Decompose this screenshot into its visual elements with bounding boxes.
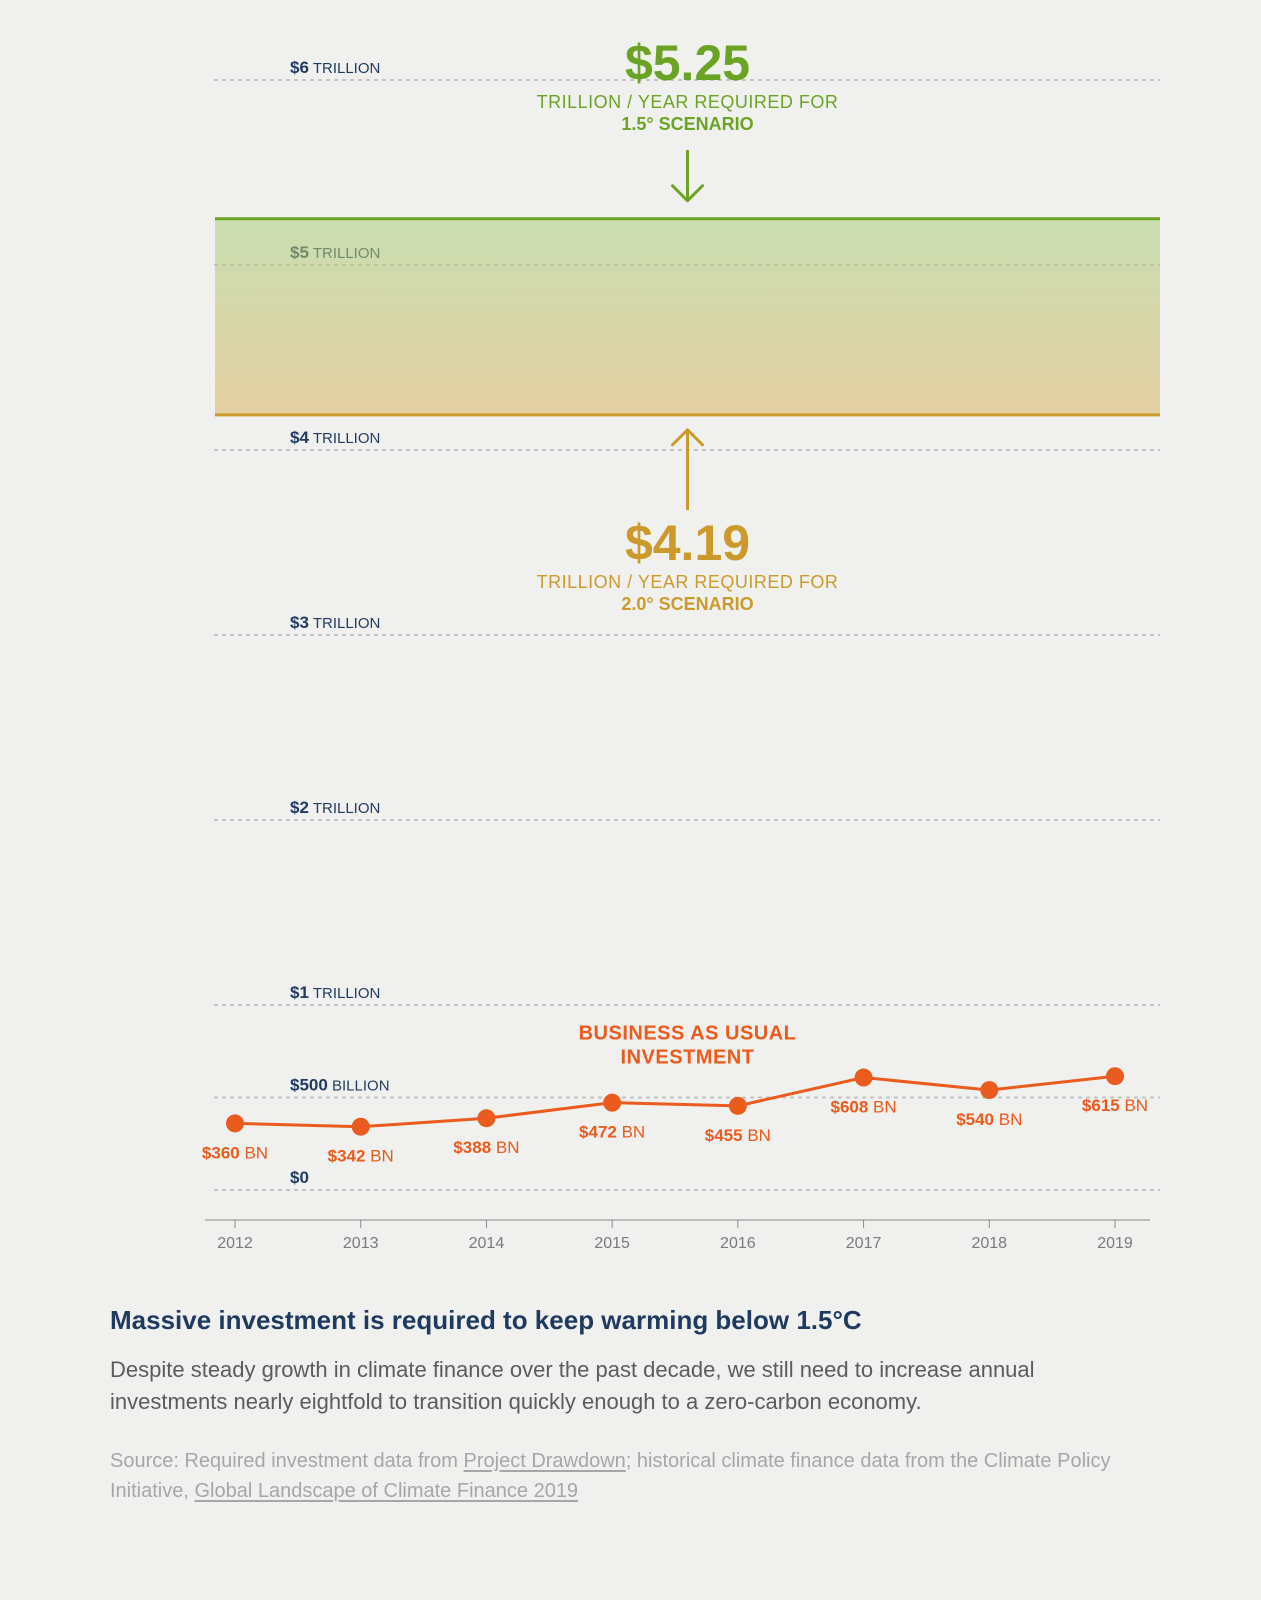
data-point-label: $615 BN <box>1082 1096 1148 1115</box>
x-tick-label: 2012 <box>217 1235 253 1252</box>
data-point-label: $540 BN <box>956 1110 1022 1129</box>
scenario-high-sub1: TRILLION / YEAR REQUIRED FOR <box>537 92 839 112</box>
caption-block: Massive investment is required to keep w… <box>100 1305 1161 1506</box>
series-title-1: BUSINESS AS USUAL <box>579 1023 797 1045</box>
data-point <box>980 1081 998 1099</box>
y-axis-label: $1 TRILLION <box>290 983 380 1002</box>
data-point <box>729 1097 747 1115</box>
source-prefix: Source: Required investment data from <box>110 1450 464 1472</box>
scenario-band <box>215 219 1160 415</box>
y-axis-label: $2 TRILLION <box>290 798 380 817</box>
data-point <box>352 1118 370 1136</box>
data-point-label: $608 BN <box>830 1098 896 1117</box>
data-point-label: $388 BN <box>453 1138 519 1157</box>
x-tick-label: 2017 <box>846 1235 882 1252</box>
scenario-high-sub2: 1.5° SCENARIO <box>621 114 753 134</box>
y-axis-label: $4 TRILLION <box>290 428 380 447</box>
climate-finance-chart: $6 TRILLION$5 TRILLION$4 TRILLION$3 TRIL… <box>100 30 1160 1260</box>
scenario-high-headline: $5.25 <box>625 35 750 91</box>
data-point <box>855 1069 873 1087</box>
data-point <box>603 1094 621 1112</box>
y-axis-label: $0 <box>290 1168 309 1187</box>
x-tick-label: 2016 <box>720 1235 756 1252</box>
chart-container: $6 TRILLION$5 TRILLION$4 TRILLION$3 TRIL… <box>100 30 1161 1260</box>
data-point-label: $455 BN <box>705 1126 771 1145</box>
source-link-2[interactable]: Global Landscape of Climate Finance 2019 <box>194 1480 578 1502</box>
data-point <box>477 1109 495 1127</box>
data-point-label: $472 BN <box>579 1123 645 1142</box>
caption-title: Massive investment is required to keep w… <box>110 1305 1151 1336</box>
scenario-low-sub2: 2.0° SCENARIO <box>621 594 753 614</box>
x-tick-label: 2015 <box>594 1235 630 1252</box>
series-title-2: INVESTMENT <box>621 1047 755 1069</box>
scenario-low-sub1: TRILLION / YEAR REQUIRED FOR <box>537 572 839 592</box>
data-point <box>1106 1067 1124 1085</box>
scenario-low-headline: $4.19 <box>625 515 750 571</box>
caption-source: Source: Required investment data from Pr… <box>110 1446 1151 1506</box>
caption-subtitle: Despite steady growth in climate finance… <box>110 1354 1151 1418</box>
x-tick-label: 2019 <box>1097 1235 1133 1252</box>
data-point-label: $342 BN <box>328 1147 394 1166</box>
y-axis-label: $500 BILLION <box>290 1076 390 1095</box>
y-axis-label: $6 TRILLION <box>290 58 380 77</box>
source-link-1[interactable]: Project Drawdown <box>464 1450 626 1472</box>
data-point <box>226 1114 244 1132</box>
data-point-label: $360 BN <box>202 1143 268 1162</box>
x-tick-label: 2018 <box>971 1235 1007 1252</box>
y-axis-label: $3 TRILLION <box>290 613 380 632</box>
x-tick-label: 2014 <box>469 1235 505 1252</box>
x-tick-label: 2013 <box>343 1235 379 1252</box>
